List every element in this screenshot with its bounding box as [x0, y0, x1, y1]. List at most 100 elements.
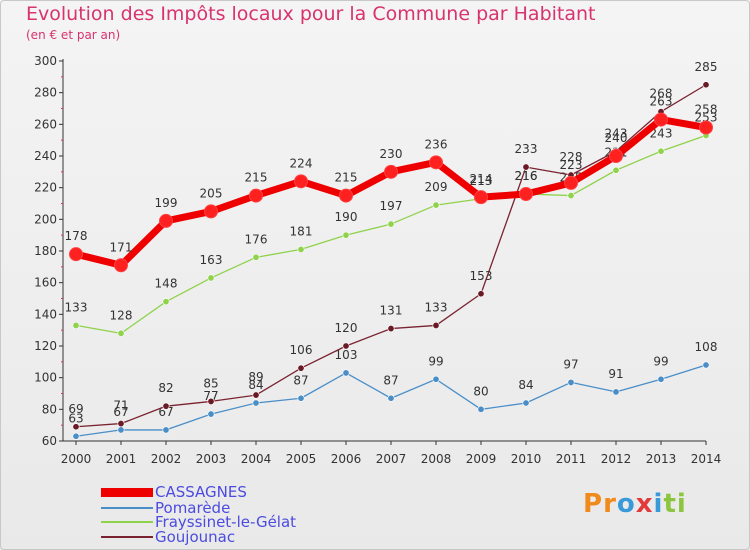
- data-point: [69, 247, 83, 262]
- logo-letter: r: [603, 489, 617, 519]
- data-point: [297, 364, 305, 372]
- data-label: 181: [290, 224, 313, 238]
- data-label: 133: [65, 300, 88, 314]
- x-tick-label: 2012: [601, 452, 632, 466]
- data-point: [294, 174, 308, 189]
- logo-letter: x: [635, 489, 654, 519]
- x-tick-label: 2005: [286, 452, 317, 466]
- data-point: [387, 220, 395, 228]
- data-label: 163: [200, 253, 223, 267]
- y-tick-label: 60: [42, 434, 57, 448]
- legend-label: CASSAGNES: [155, 483, 247, 501]
- legend-label: Frayssinet-le-Gélat: [155, 513, 297, 531]
- data-label: 176: [245, 232, 268, 246]
- y-tick-label: 160: [34, 276, 57, 290]
- data-point: [207, 410, 215, 418]
- data-label: 133: [425, 300, 448, 314]
- data-label: 243: [605, 126, 628, 140]
- data-point: [387, 325, 395, 333]
- data-label: 71: [113, 399, 128, 413]
- data-label: 63: [68, 411, 83, 425]
- y-tick-label: 180: [34, 244, 57, 258]
- y-tick-label: 80: [42, 402, 57, 416]
- data-label: 263: [650, 95, 673, 109]
- data-label: 268: [650, 87, 673, 101]
- x-tick-label: 2006: [331, 452, 362, 466]
- y-tick-label: 200: [34, 212, 57, 226]
- legend-item-frayssinet[interactable]: Frayssinet-le-Gélat: [101, 513, 297, 531]
- data-label: 128: [110, 308, 133, 322]
- x-tick-label: 2009: [466, 452, 497, 466]
- data-point: [252, 391, 260, 399]
- y-tick-label: 240: [34, 149, 57, 163]
- series-pomarede: 63 67 67 77 84 87 103 87 99 80 84 97 91 99 108: [68, 340, 718, 440]
- data-point: [477, 405, 485, 413]
- data-label: 224: [290, 156, 313, 170]
- x-tick-label: 2008: [421, 452, 452, 466]
- data-point: [432, 201, 440, 209]
- data-label: 215: [245, 171, 268, 185]
- legend-swatch-frayssinet: [101, 521, 153, 523]
- data-point: [567, 192, 575, 200]
- logo-letter: o: [616, 489, 636, 519]
- chart-title: Evolution des Impôts locaux pour la Comm…: [26, 3, 596, 25]
- data-label: 213: [470, 174, 493, 188]
- x-tick-label: 2000: [61, 452, 92, 466]
- data-point: [162, 426, 170, 434]
- data-label: 80: [473, 384, 488, 398]
- data-label: 148: [155, 277, 178, 291]
- data-label: 108: [695, 340, 718, 354]
- data-label: 228: [560, 150, 583, 164]
- data-point: [207, 397, 215, 405]
- data-point: [162, 402, 170, 410]
- data-point: [702, 361, 710, 369]
- data-point: [654, 112, 668, 127]
- x-tick-label: 2001: [106, 452, 137, 466]
- data-point: [702, 81, 710, 89]
- x-tick-label: 2007: [376, 452, 407, 466]
- data-label: 171: [110, 240, 133, 254]
- chart-subtitle: (en € et par an): [26, 28, 121, 42]
- data-label: 258: [695, 103, 718, 117]
- x-tick-label: 2003: [196, 452, 227, 466]
- logo-letter: P: [583, 489, 604, 519]
- data-label: 84: [518, 378, 533, 392]
- logo-letter: i: [653, 489, 664, 519]
- data-label: 178: [65, 229, 88, 243]
- data-label: 131: [380, 304, 403, 318]
- data-point: [297, 245, 305, 253]
- data-point: [612, 166, 620, 174]
- legend-item-cassagnes[interactable]: CASSAGNES: [101, 483, 247, 501]
- data-label: 120: [335, 321, 358, 335]
- data-label: 91: [608, 367, 623, 381]
- data-point: [474, 190, 488, 205]
- data-point: [204, 204, 218, 219]
- data-label: 153: [470, 269, 493, 283]
- logo-letter: t: [663, 489, 677, 519]
- data-label: 106: [290, 343, 313, 357]
- data-point: [519, 187, 533, 201]
- legend-item-goujounac[interactable]: Goujounac: [101, 528, 235, 546]
- data-label: 89: [248, 370, 263, 384]
- y-tick-label: 140: [34, 307, 57, 321]
- data-label: 87: [293, 373, 308, 387]
- data-point: [522, 399, 530, 407]
- data-point: [342, 342, 350, 350]
- logo-letter: i: [676, 489, 687, 519]
- data-label: 99: [653, 354, 668, 368]
- x-tick-label: 2004: [241, 452, 272, 466]
- y-tick-label: 120: [34, 339, 57, 353]
- x-tick-label: 2013: [646, 452, 677, 466]
- x-tick-label: 2014: [691, 452, 722, 466]
- legend-item-pomarede[interactable]: Pomarède: [101, 499, 230, 517]
- data-label: 230: [380, 147, 403, 161]
- data-label: 240: [605, 131, 628, 145]
- data-label: 236: [425, 137, 448, 151]
- data-label: 85: [203, 376, 218, 390]
- data-label: 190: [335, 210, 358, 224]
- data-point: [72, 321, 80, 329]
- legend-swatch-cassagnes: [101, 487, 153, 497]
